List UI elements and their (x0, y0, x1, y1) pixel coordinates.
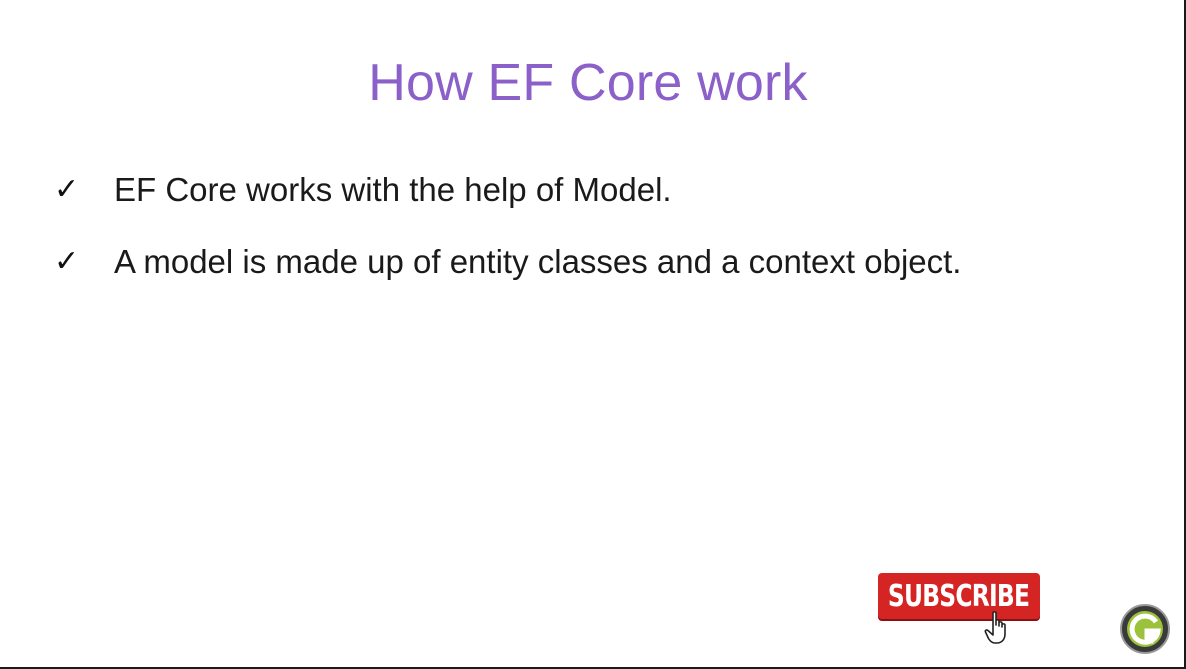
subscribe-button-label: SUBSCRIBE (888, 578, 1030, 614)
checkmark-icon: ✓ (54, 244, 80, 279)
hand-pointer-icon (984, 611, 1006, 644)
bullet-text: EF Core works with the help of Model. (114, 171, 672, 208)
bullet-text: A model is made up of entity classes and… (114, 243, 962, 280)
bullet-list: ✓ EF Core works with the help of Model. … (54, 166, 961, 310)
slide-title: How EF Core work (368, 54, 808, 112)
subscribe-button[interactable]: SUBSCRIBE (878, 573, 1040, 619)
bullet-item: ✓ EF Core works with the help of Model. (54, 166, 961, 214)
checkmark-icon: ✓ (54, 172, 80, 207)
bullet-item: ✓ A model is made up of entity classes a… (54, 238, 961, 286)
channel-logo-icon (1120, 604, 1170, 654)
